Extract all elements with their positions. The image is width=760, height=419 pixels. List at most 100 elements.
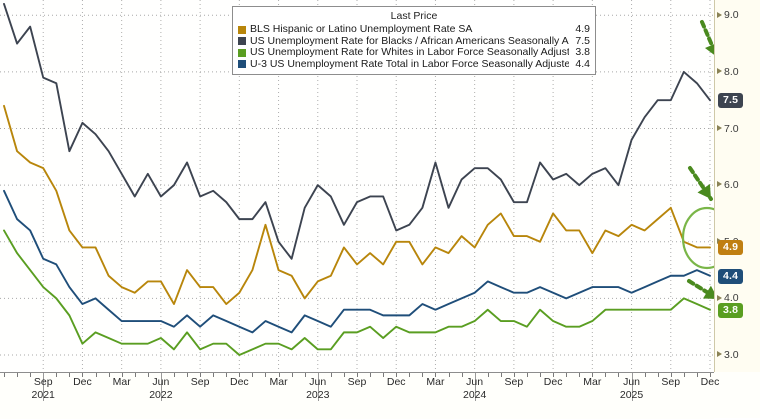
x-axis-label: Dec [544,376,563,388]
x-axis-minor-tick [265,373,267,377]
x-axis-label-year: 2023 [306,389,330,401]
x-axis-minor-tick [69,373,71,377]
x-axis-label-month: Jun [466,376,484,388]
y-axis-tick-label: 7.0 [724,122,739,135]
x-axis-label: Mar [113,376,131,388]
x-axis-minor-tick [30,373,32,377]
x-axis-minor-tick [710,373,711,377]
x-axis-minor-tick [252,373,254,377]
x-axis-minor-tick [670,373,672,377]
x-axis-minor-tick [95,373,97,377]
tick-marker-icon [717,351,722,358]
legend-color-swatch-icon [238,48,246,57]
x-axis-minor-tick [173,373,175,377]
x-axis-label: Jun 2024 [463,376,486,401]
x-axis-label-year: 2025 [619,389,644,401]
x-axis-minor-tick [618,373,620,377]
legend-color-swatch-icon [238,25,246,34]
x-axis-major-tick [631,373,633,401]
x-axis-label: Mar [270,376,288,388]
x-axis-label: Jun 2025 [620,376,643,401]
x-axis-label-month: Dec [229,376,249,388]
legend-title: Last Price [390,10,438,22]
x-axis-minor-tick [108,373,110,377]
x-axis-label: Jun 2023 [306,376,329,401]
tick-marker-icon [717,11,722,18]
x-axis-minor-tick [134,373,136,377]
legend-series-label: BLS Hispanic or Latino Unemployment Rate… [250,24,473,35]
legend-last-price-value: 4.9 [575,23,590,35]
x-axis-minor-tick [422,373,424,377]
legend-row[interactable]: BLS Hispanic or Latino Unemployment Rate… [238,23,590,36]
x-axis-minor-tick [500,373,502,377]
x-axis-minor-tick [461,373,463,377]
badge-u3: 4.4 [718,268,744,284]
y-axis-tick-label: 3.0 [724,349,739,361]
legend-rows: BLS Hispanic or Latino Unemployment Rate… [238,23,590,71]
x-axis-label-month: Mar [426,376,445,388]
x-axis-label: Mar [583,376,601,388]
x-axis-label: Sep [505,376,524,388]
badge-hispanic: 4.9 [718,240,744,256]
x-axis-minor-tick [17,373,19,377]
legend-series-label: U-3 US Unemployment Rate Total in Labor … [250,58,570,70]
tick-marker-icon [717,294,722,301]
legend-row[interactable]: US Unemployment Rate for Whites in Labor… [238,46,590,59]
y-axis-tick-label: 9.0 [724,9,739,22]
x-axis-minor-tick [605,373,607,377]
y-axis-tick-label: 8.0 [724,65,739,78]
x-axis-label-month: Dec [386,376,406,388]
x-axis-minor-tick [396,373,398,377]
x-axis-minor-tick [304,373,306,377]
x-axis-label-year: 2024 [462,389,487,401]
tick-marker-icon [717,124,722,131]
tick-marker-icon [717,181,722,188]
legend-row[interactable]: U-3 US Unemployment Rate Total in Labor … [238,57,590,71]
x-axis-minor-tick [82,373,84,377]
x-axis-minor-tick [644,373,646,377]
x-axis-minor-tick [683,373,685,377]
x-axis-minor-tick [121,373,123,377]
x-axis-label-month: Sep [504,376,524,388]
x-axis-label-month: Sep [347,376,367,388]
x-axis-major-tick [317,373,319,401]
x-axis-label-month: Jun [309,376,327,388]
x-axis-major-tick [474,373,476,401]
y-axis-tick-6-0: 6.0 [717,179,739,191]
legend-color-swatch-icon [238,37,246,46]
x-axis-minor-tick [383,373,385,377]
y-axis-tick-label: 6.0 [724,179,739,192]
x-axis-minor-tick [513,373,515,377]
x-axis-minor-tick [56,373,58,377]
x-axis-label-month: Jun [152,376,170,388]
x-axis-label-month: Sep [33,376,53,388]
x-axis-minor-tick [409,373,411,377]
badge-blacks: 7.5 [718,93,744,109]
x-axis-minor-tick [657,373,659,377]
x-axis-label: Dec [230,376,249,388]
x-axis-major-tick [160,373,162,401]
x-axis-minor-tick [540,373,542,377]
x-axis-minor-tick [278,373,280,377]
x-axis-label-year: 2021 [31,389,55,401]
x-axis-label: Mar [426,376,444,388]
legend-last-price-value: 4.4 [575,57,590,70]
x-axis-label-year: 2022 [149,389,173,401]
x-axis-minor-tick [370,373,372,377]
x-axis-label-month: Sep [190,376,210,388]
x-axis-label: Sep 2021 [32,376,55,401]
x-axis-minor-tick [291,373,293,377]
x-axis-label: Dec [387,376,406,388]
legend-last-price-value: 3.8 [575,46,590,58]
legend-row[interactable]: US Unemployment Rate for Blacks / Africa… [238,35,590,48]
x-axis: Sep 2021 Dec Mar Jun 2022 Sep Dec Mar Jun 2023 Sep D… [0,372,719,419]
x-axis-label-month: Dec [700,376,720,388]
x-axis-minor-tick [526,373,528,377]
x-axis-major-tick [43,373,45,401]
x-axis-label-month: Sep [661,376,681,388]
x-axis-minor-tick [343,373,345,377]
y-axis-tick-7-0: 7.0 [717,123,739,135]
x-axis-label: Sep [348,376,367,388]
x-axis-minor-tick [553,373,555,377]
